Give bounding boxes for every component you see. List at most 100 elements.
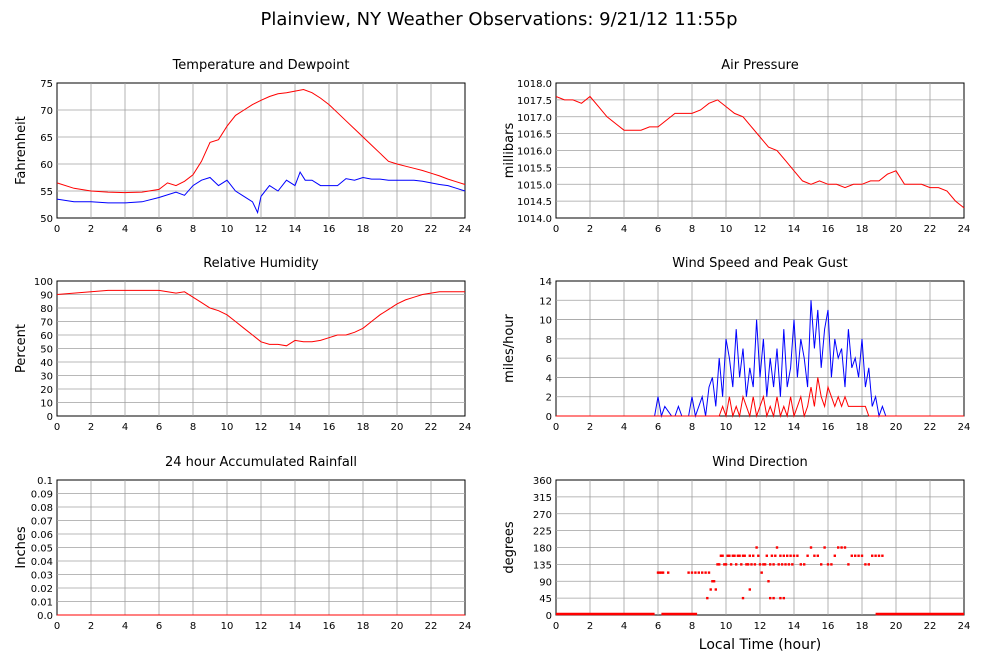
data-point xyxy=(816,554,819,557)
data-point xyxy=(782,596,785,600)
x-tick-label: 18 xyxy=(357,422,370,433)
x-tick-label: 12 xyxy=(754,422,767,433)
y-tick-label: 70 xyxy=(40,318,53,329)
x-tick-label: 14 xyxy=(788,224,801,235)
x-tick-label: 16 xyxy=(822,224,835,235)
data-point xyxy=(775,546,779,549)
data-point xyxy=(769,563,772,566)
data-point xyxy=(707,571,711,574)
x-tick-label: 2 xyxy=(587,224,593,235)
y-tick-label: 50 xyxy=(40,345,53,356)
data-point xyxy=(769,596,772,600)
y-tick-label: 90 xyxy=(539,577,552,588)
data-point xyxy=(779,554,782,557)
x-tick-label: 12 xyxy=(255,224,268,235)
x-tick-label: 18 xyxy=(357,621,370,632)
data-point xyxy=(745,563,748,566)
x-tick-label: 16 xyxy=(822,422,835,433)
series-line-1 xyxy=(56,289,465,347)
y-tick-label: 30 xyxy=(40,372,53,383)
y-tick-label: 1014.5 xyxy=(517,197,552,208)
data-point xyxy=(850,554,853,557)
x-tick-label: 18 xyxy=(357,224,370,235)
data-point xyxy=(757,554,760,557)
data-point xyxy=(860,554,864,557)
x-tick-label: 22 xyxy=(924,422,937,433)
y-tick-label: 0.01 xyxy=(31,598,53,609)
x-tick-label: 20 xyxy=(391,224,404,235)
accumulated-rainfall-chart: 0 2 4 6 8 10 12 14 16 18 20 22 240.00.010.020.030.04… xyxy=(14,455,471,632)
data-point xyxy=(661,571,665,574)
y-tick-label: 1016.5 xyxy=(517,130,552,141)
x-tick-label: 20 xyxy=(890,422,903,433)
data-point xyxy=(762,563,765,566)
x-tick-label: 2 xyxy=(88,422,94,433)
data-point xyxy=(767,580,770,583)
data-point xyxy=(770,554,774,557)
data-point xyxy=(777,563,780,566)
data-point xyxy=(719,554,723,557)
data-point xyxy=(774,554,777,557)
data-point xyxy=(813,554,816,557)
x-tick-label: 8 xyxy=(190,621,196,632)
y-axis-label: Fahrenheit xyxy=(14,116,29,185)
data-point xyxy=(760,571,763,574)
y-tick-label: 90 xyxy=(40,291,53,302)
data-point xyxy=(748,554,751,557)
y-tick-label: 12 xyxy=(539,296,552,307)
data-point xyxy=(787,563,791,566)
y-tick-label: 1017.5 xyxy=(517,96,552,107)
data-point xyxy=(786,554,789,557)
data-point xyxy=(660,571,663,574)
x-tick-label: 10 xyxy=(720,621,733,632)
y-tick-label: 2 xyxy=(546,393,552,404)
y-tick-label: 10 xyxy=(40,399,53,410)
charts-grid: 0 2 4 6 8 10 12 14 16 18 20 22 24505560657075Tempera… xyxy=(14,58,970,632)
x-tick-label: 10 xyxy=(720,422,733,433)
y-tick-label: 0.07 xyxy=(31,517,53,528)
wind-direction-chart: 0 2 4 6 8 10 12 14 16 18 20 22 240459013518022527031… xyxy=(502,455,970,632)
x-tick-label: 2 xyxy=(587,621,593,632)
y-axis-label: millibars xyxy=(502,123,517,179)
data-point xyxy=(881,554,884,557)
data-point xyxy=(779,596,782,600)
y-tick-label: 6 xyxy=(546,354,552,365)
data-point xyxy=(833,554,836,557)
y-tick-label: 50 xyxy=(40,214,53,225)
x-tick-label: 24 xyxy=(958,621,971,632)
data-point xyxy=(806,554,809,557)
y-axis-label: Percent xyxy=(14,324,29,373)
data-point xyxy=(867,563,870,566)
x-tick-label: 6 xyxy=(156,224,162,235)
y-tick-label: 270 xyxy=(533,510,552,521)
series-line-2 xyxy=(556,377,964,418)
y-tick-label: 1016.0 xyxy=(517,147,552,158)
data-point xyxy=(789,554,792,557)
data-point xyxy=(854,554,857,557)
data-point xyxy=(746,563,750,566)
y-tick-label: 100 xyxy=(34,277,53,288)
data-point xyxy=(709,588,712,591)
data-point xyxy=(748,588,751,591)
data-point xyxy=(796,554,799,557)
x-tick-label: 8 xyxy=(689,224,695,235)
data-point xyxy=(843,546,847,549)
y-tick-label: 0.1 xyxy=(37,476,53,487)
x-tick-label: 12 xyxy=(754,621,767,632)
y-tick-label: 20 xyxy=(40,385,53,396)
data-point xyxy=(728,554,731,557)
y-tick-label: 0.0 xyxy=(37,611,53,622)
x-tick-label: 2 xyxy=(88,224,94,235)
x-tick-label: 24 xyxy=(958,422,971,433)
data-point xyxy=(874,554,877,557)
data-point xyxy=(877,554,881,557)
data-point xyxy=(799,563,802,566)
series-line-2 xyxy=(56,170,466,215)
x-tick-label: 16 xyxy=(323,224,336,235)
data-point xyxy=(837,546,840,549)
data-point xyxy=(857,554,860,557)
panel-title: Temperature and Dewpoint xyxy=(172,58,350,73)
data-point xyxy=(656,571,660,574)
x-tick-label: 0 xyxy=(553,422,559,433)
y-tick-label: 60 xyxy=(40,160,53,171)
